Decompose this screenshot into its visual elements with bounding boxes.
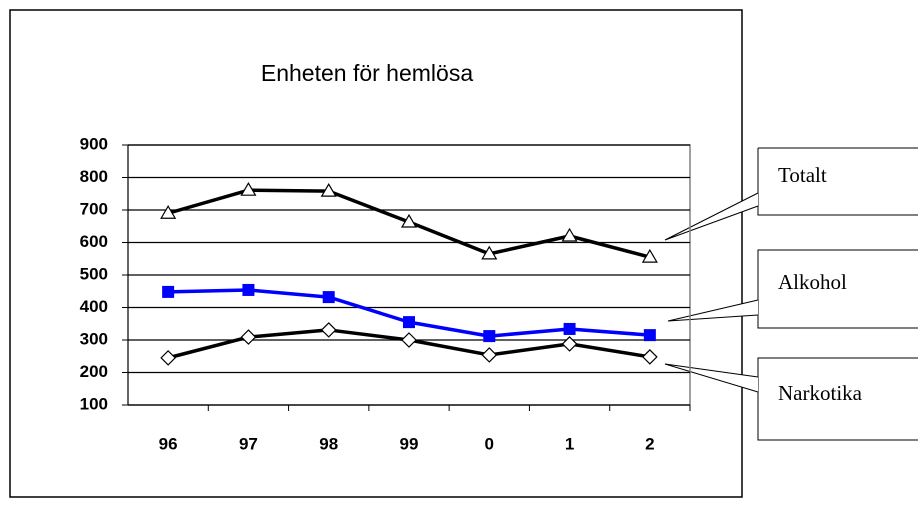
y-tick-label: 400 [80,297,108,316]
marker [400,213,418,228]
marker [642,349,658,365]
marker [240,329,257,345]
marker [403,316,415,329]
y-tick-label: 800 [80,167,108,186]
x-tick-label: 1 [565,434,574,453]
callout-box [757,249,918,329]
marker [240,181,257,196]
y-tick-label: 300 [80,329,108,348]
chart-frame [9,9,743,498]
callout-label: Narkotika [778,381,863,405]
callout-pointer [664,363,759,393]
marker [481,245,498,260]
callout-label: Totalt [778,163,827,187]
y-tick-label: 500 [80,264,108,283]
x-tick-label: 99 [400,434,419,453]
y-tick-label: 200 [80,362,108,381]
marker [162,285,175,298]
marker [563,322,576,335]
callout-box [757,357,918,441]
x-tick-label: 0 [485,434,494,453]
marker [401,332,417,348]
marker [643,329,656,342]
marker [320,322,337,338]
y-tick-label: 100 [80,394,108,413]
marker [481,347,498,363]
marker [160,205,177,219]
marker [561,227,578,242]
callout-pointer [664,192,759,241]
x-tick-label: 97 [239,434,258,453]
marker [483,330,496,343]
x-tick-label: 2 [645,434,654,453]
plot-area: 100 200 300 400 500 600 700 800 900 96 97 98 99 0 1 2 [80,134,691,453]
marker [641,248,658,263]
x-tick-label: 96 [159,434,178,453]
callout-label: Alkohol [778,270,847,294]
x-tick-label: 98 [319,434,338,453]
callout-box [757,148,918,216]
y-tick-label: 600 [80,232,108,251]
marker [322,291,335,304]
chart-title: Enheten för hemlösa [261,60,473,86]
y-tick-label: 900 [80,134,108,153]
marker [320,182,337,197]
marker [242,283,255,296]
marker [561,336,578,352]
y-tick-label: 700 [80,199,108,218]
marker [160,350,176,366]
